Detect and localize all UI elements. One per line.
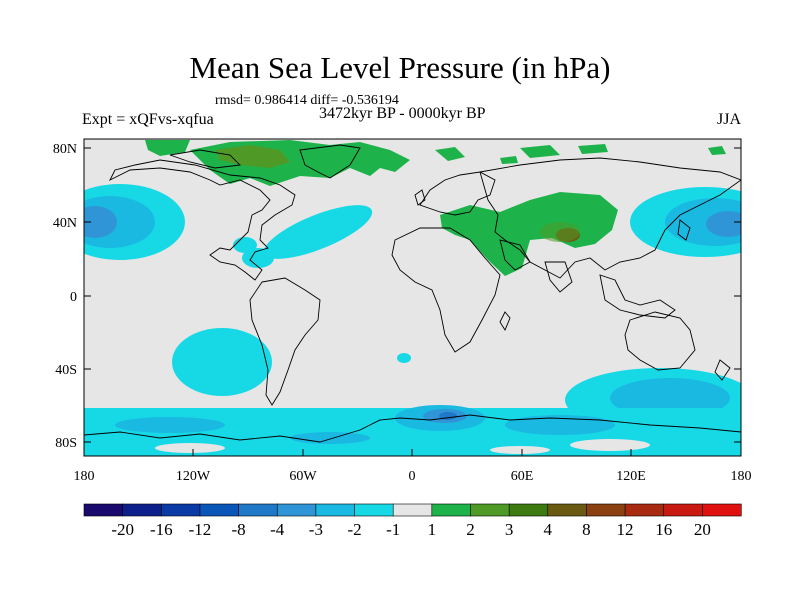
coast-australia [624,311,696,371]
coast-greenland [299,144,361,179]
colorbar-label: 4 [544,520,553,539]
map-title: Mean Sea Level Pressure (in hPa) [189,50,611,85]
contour-eurasia [440,192,618,276]
coast-madagascar [499,311,511,331]
colorbar-label: -20 [111,520,134,539]
lat-tick-80n: 80N [53,142,77,157]
lon-tick-180e: 180 [731,469,752,484]
coast-asia [479,157,741,279]
colorbar-label: -2 [347,520,361,539]
contour-arctic-west [145,140,190,156]
colorbar-swatch [160,503,201,517]
colorbar-label: 20 [694,520,711,539]
colorbar-label: -8 [232,520,246,539]
contour-so-west [115,417,225,433]
colorbar-swatch [470,503,510,517]
contour-spac-small [397,353,411,363]
colorbar: -20 -16 -12 -8 -4 -3 -2 -1 1 2 3 4 8 12 16 20 [83,503,742,539]
colorbar-swatch [199,503,240,517]
lat-tick-80s: 80S [55,436,77,451]
contour-natl [263,205,373,259]
colorbar-label: -1 [386,520,400,539]
contour-field [84,140,741,456]
colorbar-swatch [508,503,549,517]
lon-tick-60w: 60W [289,469,317,484]
contour-so-ross [290,432,370,444]
experiment-label: Expt = xQFvs-xqfua [82,111,214,128]
contour-arctic-east-3 [578,144,608,154]
period-label: 3472kyr BP - 0000kyr BP [319,105,486,122]
colorbar-swatch [624,503,665,517]
colorbar-swatch [354,503,394,517]
coast-india [544,261,573,293]
contour-arctic-east-2 [520,145,560,158]
colorbar-label: 16 [655,520,672,539]
colorbar-swatch [702,503,742,517]
colorbar-label: 12 [617,520,634,539]
coast-south-america [249,277,321,406]
colorbar-swatch [392,503,433,517]
contour-antarctic-2 [570,439,650,451]
contour-npac-east-3 [706,211,741,237]
coast-arabia [499,239,531,271]
coast-uk [414,189,426,206]
contour-gulf [233,237,257,253]
contour-antarctic-3 [490,446,550,454]
contour-arctic-east-5 [708,146,726,155]
lat-tick-0: 0 [70,290,77,305]
colorbar-label: -12 [189,520,212,539]
colorbar-swatch [238,503,278,517]
coastlines [84,144,741,443]
contour-spac [172,328,272,396]
contour-arctic-east-4 [500,156,518,164]
tick-marks [83,147,742,456]
coast-new-zealand [714,359,731,381]
coast-arctic-islands [169,149,241,169]
colorbar-swatch [586,503,626,517]
colorbar-label: 3 [505,520,514,539]
coast-africa [391,227,501,353]
contour-so-east [505,415,615,435]
contour-antarctic-1 [155,443,225,453]
lon-tick-120e: 120E [616,469,646,484]
contour-caribbean [242,248,274,268]
contour-eurasia-mid [540,222,580,242]
lon-tick-60e: 60E [511,469,534,484]
colorbar-label: -4 [270,520,285,539]
coast-japan [677,219,691,241]
colorbar-swatch [315,503,356,517]
lon-tick-0: 0 [409,469,416,484]
colorbar-label: -3 [309,520,323,539]
colorbar-label: 8 [582,520,591,539]
colorbar-label: 1 [428,520,437,539]
contour-npac-west-3 [84,206,117,238]
colorbar-swatch [431,503,472,517]
lat-tick-40s: 40S [55,363,77,378]
colorbar-swatch [663,503,703,517]
season-label: JJA [716,111,741,128]
colorbar-swatch [122,503,162,517]
coast-antarctica [84,414,741,443]
contour-arctic-east [435,147,465,161]
colorbar-swatch [547,503,588,517]
coast-north-america [108,159,296,281]
coast-europe [419,171,496,216]
colorbar-label: 2 [466,520,475,539]
coast-se-asia [599,274,676,319]
lon-tick-180w: 180 [74,469,95,484]
colorbar-label: -16 [150,520,173,539]
colorbar-swatch [83,503,124,517]
lat-tick-40n: 40N [53,216,77,231]
colorbar-swatch [276,503,317,517]
stats-text: rmsd= 0.986414 diff= -0.536194 [215,93,399,108]
lon-tick-120w: 120W [176,469,211,484]
contour-greenland-dark [215,145,290,168]
